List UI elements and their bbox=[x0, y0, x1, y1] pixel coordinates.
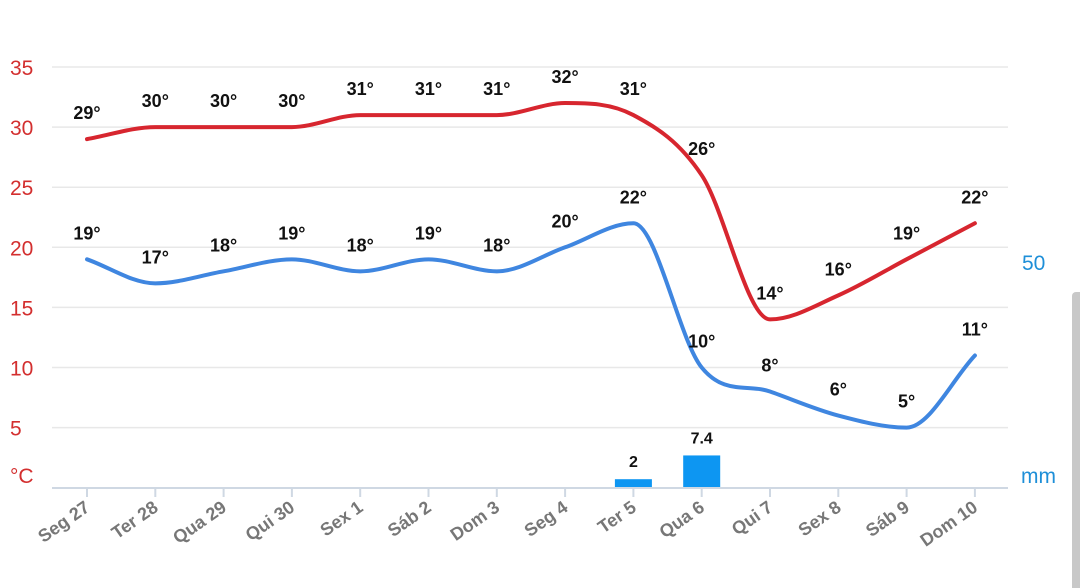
data-label-min: 20° bbox=[551, 211, 578, 231]
series-line-min bbox=[85, 221, 977, 430]
precipitation-bars: 27.4 bbox=[614, 430, 721, 488]
x-tick-label: Sáb 9 bbox=[862, 497, 913, 541]
data-label-max: 31° bbox=[347, 79, 374, 99]
x-tick-label: Ter 28 bbox=[108, 497, 162, 543]
data-label-max: 30° bbox=[142, 91, 169, 111]
y-tick-15: 15 bbox=[10, 297, 33, 320]
data-label-max: 29° bbox=[73, 103, 100, 123]
precip-label: 7.4 bbox=[691, 430, 713, 447]
data-label-max: 31° bbox=[415, 79, 442, 99]
grid-lines: 35 30 25 20 15 10 5 bbox=[10, 57, 1008, 441]
data-label-max: 22° bbox=[961, 187, 988, 207]
precip-label: 2 bbox=[629, 454, 638, 471]
data-label-min: 19° bbox=[278, 223, 305, 243]
series-line-max bbox=[85, 101, 977, 322]
y-tick-25: 25 bbox=[10, 177, 33, 200]
y-tick-10: 10 bbox=[10, 358, 33, 381]
data-label-min: 18° bbox=[210, 235, 237, 255]
x-tick-label: Qui 7 bbox=[728, 497, 776, 539]
x-tick-label: Qua 29 bbox=[169, 497, 230, 548]
data-label-min: 22° bbox=[620, 187, 647, 207]
precip-bar-8 bbox=[614, 479, 652, 488]
data-label-max: 14° bbox=[756, 283, 783, 303]
data-label-min: 6° bbox=[830, 380, 847, 400]
x-tick-label: Seg 4 bbox=[521, 497, 572, 541]
data-label-max: 30° bbox=[210, 91, 237, 111]
precip-bar-9 bbox=[683, 455, 721, 488]
x-tick-label: Dom 10 bbox=[916, 497, 981, 551]
data-labels: 29° 30° 30° 30° 31° 31° 31° 32° 31° 26° 14° 16° 19° 2… bbox=[73, 67, 988, 412]
data-label-min: 10° bbox=[688, 332, 715, 352]
data-label-max: 31° bbox=[483, 79, 510, 99]
x-tick-label: Seg 27 bbox=[34, 497, 93, 547]
temperature-lines bbox=[85, 101, 977, 430]
x-tick-label: Dom 3 bbox=[447, 497, 504, 545]
x-tick-label: Sáb 2 bbox=[384, 497, 435, 541]
data-label-max: 32° bbox=[551, 67, 578, 87]
data-label-min: 11° bbox=[962, 319, 988, 339]
x-tick-label: Qui 30 bbox=[242, 497, 299, 545]
left-axis-unit: °C bbox=[10, 465, 34, 488]
right-axis-unit: mm bbox=[1021, 465, 1056, 488]
data-label-max: 19° bbox=[893, 223, 920, 243]
right-axis-tick: 50 bbox=[1022, 252, 1045, 275]
data-label-min: 5° bbox=[898, 392, 915, 412]
data-label-min: 8° bbox=[761, 356, 778, 376]
data-label-min: 18° bbox=[347, 235, 374, 255]
data-label-min: 19° bbox=[73, 223, 100, 243]
y-tick-5: 5 bbox=[10, 418, 22, 441]
data-label-max: 31° bbox=[620, 79, 647, 99]
y-tick-30: 30 bbox=[10, 117, 33, 140]
y-tick-20: 20 bbox=[10, 237, 33, 260]
data-label-max: 26° bbox=[688, 139, 715, 159]
scroll-edge bbox=[1072, 292, 1080, 588]
x-tick-label: Ter 5 bbox=[594, 497, 640, 537]
y-tick-35: 35 bbox=[10, 57, 33, 80]
data-label-max: 30° bbox=[278, 91, 305, 111]
x-tick-label: Qua 6 bbox=[656, 497, 708, 542]
data-label-min: 19° bbox=[415, 223, 442, 243]
data-label-min: 17° bbox=[142, 247, 169, 267]
x-tick-label: Sex 1 bbox=[316, 497, 366, 540]
x-tick-label: Sex 8 bbox=[795, 497, 845, 540]
data-label-min: 18° bbox=[483, 235, 510, 255]
data-label-max: 16° bbox=[825, 259, 852, 279]
